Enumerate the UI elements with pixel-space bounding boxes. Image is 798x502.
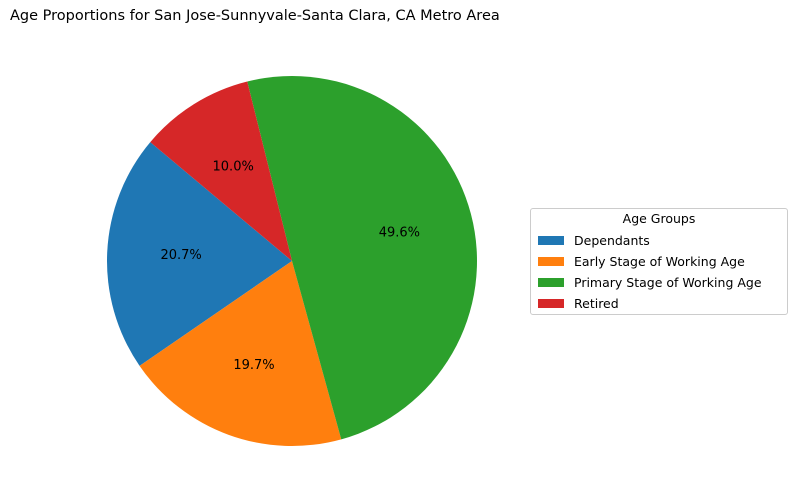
- legend-swatch: [538, 277, 564, 287]
- legend-swatch: [538, 235, 564, 245]
- pie-percent-label: 10.0%: [213, 159, 254, 174]
- pie-percent-label: 19.7%: [233, 358, 274, 373]
- legend-label: Primary Stage of Working Age: [574, 274, 762, 290]
- chart-title: Age Proportions for San Jose-Sunnyvale-S…: [10, 8, 500, 24]
- legend-item: Dependants: [538, 230, 650, 250]
- legend: Age Groups Dependants Early Stage of Work…: [530, 208, 788, 315]
- legend-label: Retired: [574, 295, 619, 311]
- pie-percent-labels: 20.7% 19.7% 49.6% 10.0%: [160, 159, 420, 372]
- legend-label: Dependants: [574, 232, 650, 248]
- legend-title: Age Groups: [622, 211, 696, 226]
- pie-slice-early-stage-of-working-age: [139, 261, 342, 446]
- pie-slice-retired: [150, 81, 292, 261]
- pie-percent-label: 49.6%: [379, 225, 420, 240]
- pie-slices: [106, 76, 477, 446]
- pie-slice-dependants: [106, 142, 292, 366]
- legend-item: Primary Stage of Working Age: [538, 272, 762, 292]
- legend-label: Early Stage of Working Age: [574, 253, 745, 269]
- legend-item: Retired: [538, 293, 619, 313]
- legend-item: Early Stage of Working Age: [538, 251, 745, 271]
- pie-slice-primary-stage-of-working-age: [247, 76, 477, 440]
- pie-percent-label: 20.7%: [160, 248, 201, 263]
- legend-swatch: [538, 298, 564, 308]
- legend-swatch: [538, 256, 564, 266]
